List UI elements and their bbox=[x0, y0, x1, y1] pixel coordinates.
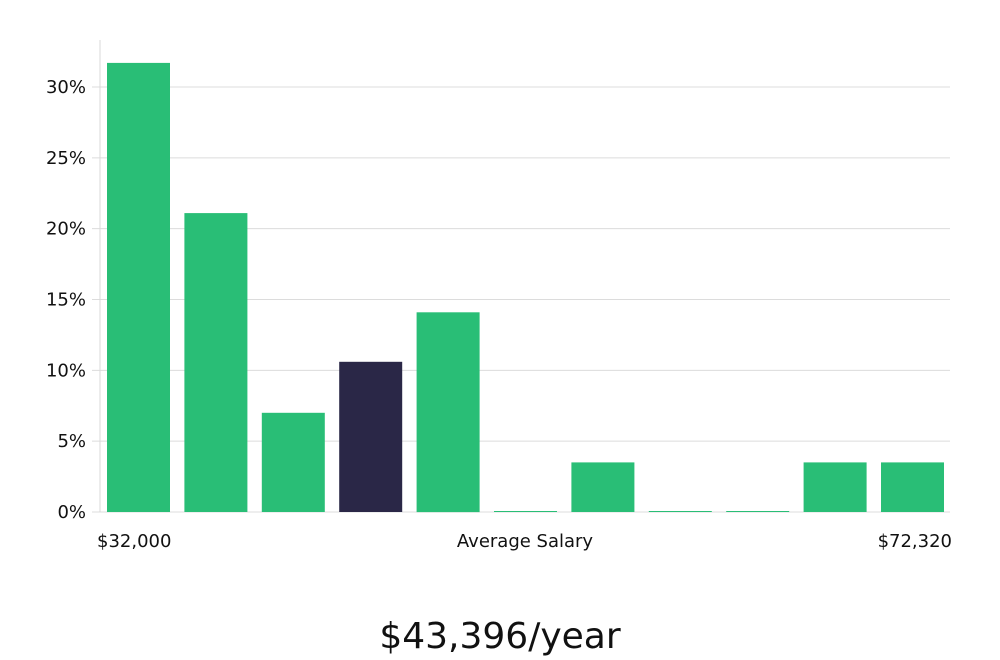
bar bbox=[648, 511, 712, 512]
y-tick-label: 25% bbox=[46, 148, 86, 169]
x-max-label: $72,320 bbox=[878, 531, 952, 552]
salary-value: $43,396/year bbox=[379, 616, 621, 657]
bar bbox=[261, 412, 325, 512]
bar bbox=[571, 462, 635, 512]
bars bbox=[107, 62, 944, 513]
x-min-label: $32,000 bbox=[97, 531, 171, 552]
bar-highlighted bbox=[339, 361, 403, 512]
y-tick-label: 0% bbox=[57, 502, 86, 523]
bar bbox=[184, 213, 248, 512]
bar bbox=[494, 511, 557, 512]
bar bbox=[107, 62, 170, 513]
x-axis-title: Average Salary bbox=[457, 531, 594, 552]
bar bbox=[726, 511, 790, 512]
y-tick-label: 30% bbox=[46, 77, 86, 98]
y-tick-label: 5% bbox=[57, 431, 86, 452]
y-tick-labels: 0% 5% 10% 15% 20% 25% 30% bbox=[46, 77, 86, 523]
bar bbox=[803, 462, 867, 512]
y-tick-label: 10% bbox=[46, 360, 86, 381]
y-tick-label: 15% bbox=[46, 290, 86, 311]
x-axis-labels: $32,000 Average Salary $72,320 bbox=[97, 531, 952, 552]
bar bbox=[416, 312, 480, 513]
y-tick-label: 20% bbox=[46, 219, 86, 240]
bar bbox=[881, 462, 944, 512]
